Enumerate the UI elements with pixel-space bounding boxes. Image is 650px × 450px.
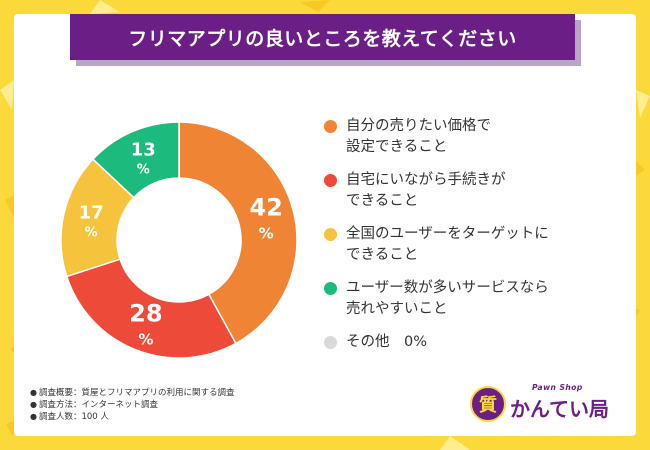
slice-value-label-0: 42 (249, 194, 282, 222)
slice-unit-label-3: % (137, 162, 150, 177)
legend-item-0: 自分の売りたい価格で 設定できること (324, 116, 624, 158)
legend-label-0-1: 設定できること (346, 139, 448, 155)
brand-logo: 質 Pawn Shop かんてい局 (470, 382, 620, 426)
legend-label-2-1: できること (346, 247, 419, 263)
slice-3 (91, 121, 180, 199)
survey-notes: 調査概要：質屋とフリマアプリの利用に関する調査 調査方法：インターネット調査 調… (30, 387, 235, 423)
legend-label-4-0: その他 0% (346, 334, 428, 350)
slice-0 (178, 121, 298, 345)
note-method: 調査方法：インターネット調査 (30, 399, 235, 411)
slice-1 (65, 258, 237, 359)
legend-swatch-3 (324, 282, 337, 295)
legend: 自分の売りたい価格で 設定できること 自宅にいながら手続きが できること 全国のユーザー… (324, 116, 624, 365)
slice-value-label-3: 13 (131, 139, 156, 160)
note-summary: 調査概要：質屋とフリマアプリの利用に関する調査 (30, 387, 235, 399)
legend-item-2: 全国のユーザーをターゲットに できること (324, 224, 624, 266)
logo-mark-icon: 質 (470, 386, 506, 422)
legend-swatch-1 (324, 174, 337, 187)
slice-value-label-1: 28 (129, 300, 162, 328)
title-banner: フリマアプリの良いところを教えてください (70, 14, 581, 66)
note-count: 調査人数：100 人 (30, 411, 235, 423)
legend-item-3: ユーザー数が多いサービスなら 売れやすいこと (324, 278, 624, 320)
legend-swatch-0 (324, 120, 337, 133)
slice-unit-label-0: % (259, 225, 274, 243)
legend-swatch-2 (324, 228, 337, 241)
slice-unit-label-2: % (85, 225, 98, 240)
legend-label-1-0: 自宅にいながら手続きが (346, 172, 506, 188)
logo-name: かんてい局 (510, 397, 609, 421)
legend-label-3-0: ユーザー数が多いサービスなら (346, 280, 549, 296)
legend-label-2-0: 全国のユーザーをターゲットに (346, 226, 549, 242)
logo-subtitle: Pawn Shop (532, 383, 583, 392)
legend-label-0-0: 自分の売りたい価格で (346, 118, 491, 134)
legend-swatch-4 (324, 336, 337, 349)
chart-title: フリマアプリの良いところを教えてください (128, 27, 517, 50)
slice-value-label-2: 17 (79, 202, 104, 223)
legend-label-1-1: できること (346, 193, 419, 209)
slice-unit-label-1: % (138, 331, 153, 349)
legend-label-3-1: 売れやすいこと (346, 301, 448, 317)
legend-item-4: その他 0% (324, 332, 624, 353)
legend-item-1: 自宅にいながら手続きが できること (324, 170, 624, 212)
